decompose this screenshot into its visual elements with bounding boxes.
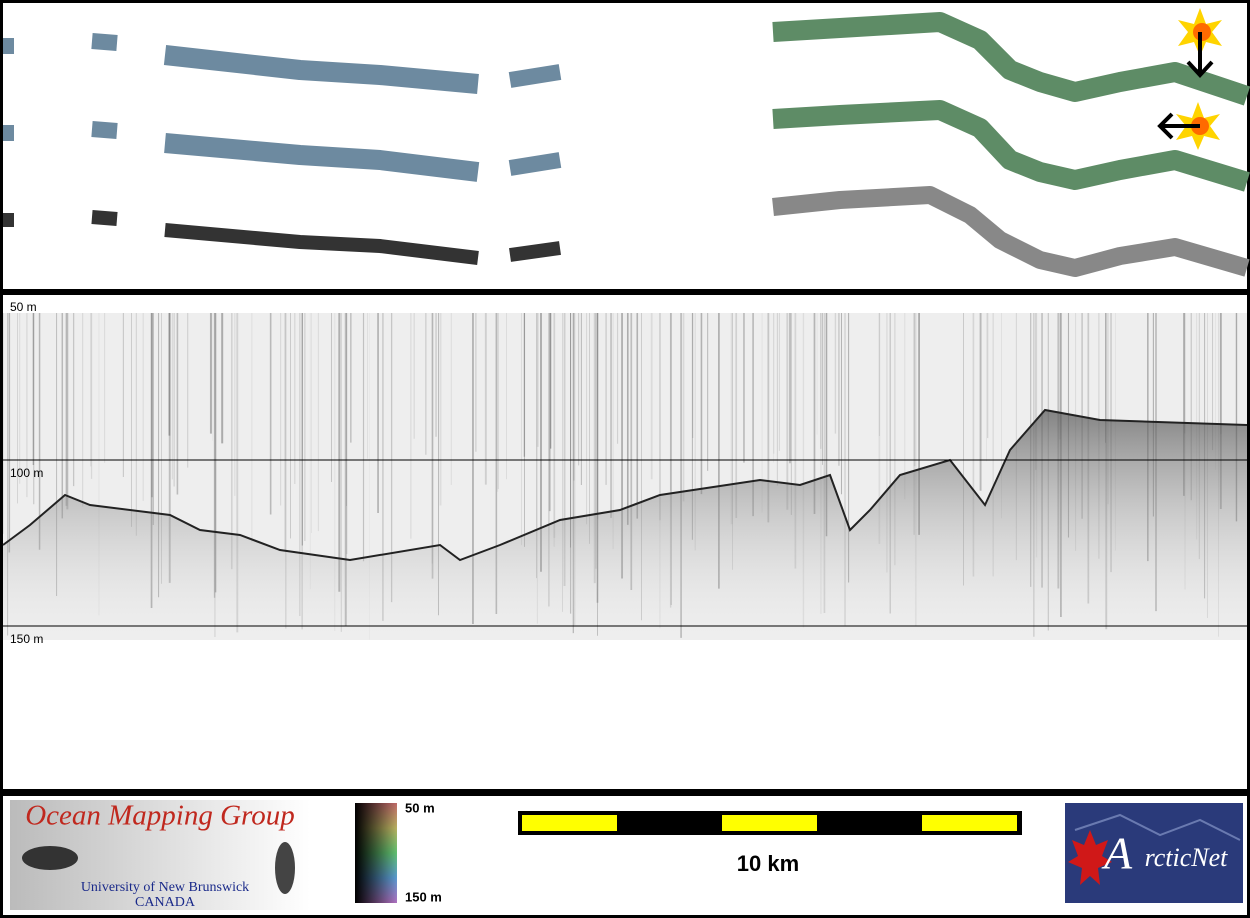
gray-swaths-left [3, 210, 561, 265]
logo-map-line [1074, 813, 1241, 841]
scale-segment [522, 815, 617, 831]
depth-label: 150 m [10, 632, 43, 646]
logo-shape [275, 842, 295, 894]
scale-segment [722, 815, 817, 831]
gray-swath-right [772, 186, 1250, 277]
logo-shape [22, 846, 78, 870]
seafloor-line [2, 408, 1248, 562]
logo-country: CANADA [135, 895, 196, 910]
swaths [3, 12, 1250, 277]
scale-segment [922, 815, 1017, 831]
logo-name: rcticNet [1145, 843, 1229, 872]
colorbar-shade [355, 803, 397, 903]
logo-title: Ocean Mapping Group [25, 800, 295, 832]
logo-university: University of New Brunswick [81, 880, 249, 895]
depth-label: 100 m [10, 466, 43, 480]
right-swaths [772, 12, 1250, 192]
sun-icons [1157, 8, 1222, 150]
left-swaths [3, 33, 562, 182]
depth-label: 50 m [10, 300, 37, 314]
seafloor-fill [3, 410, 1247, 640]
logo-initial: A [1101, 828, 1133, 879]
maple-leaf [1068, 830, 1112, 885]
scale-label: 10 km [737, 851, 799, 876]
colorbar-label: 150 m [405, 889, 442, 904]
colorbar-label: 50 m [405, 800, 435, 815]
